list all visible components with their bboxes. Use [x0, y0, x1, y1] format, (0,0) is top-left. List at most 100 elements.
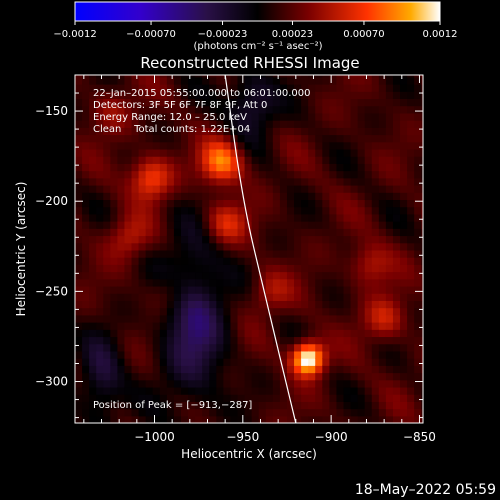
heatmap-cell — [173, 408, 182, 417]
heatmap-cell — [159, 307, 168, 316]
heatmap-cell — [258, 386, 267, 395]
heatmap-cell — [414, 206, 422, 215]
heatmap-cell — [75, 184, 83, 193]
heatmap-cell — [357, 300, 366, 309]
heatmap-cell — [258, 372, 267, 381]
heatmap-cell — [371, 358, 380, 366]
heatmap-cell — [258, 156, 267, 164]
heatmap-cell — [407, 213, 415, 222]
heatmap-cell — [180, 293, 189, 301]
heatmap-cell — [138, 307, 147, 316]
heatmap-cell — [216, 372, 224, 381]
heatmap-cell — [195, 336, 203, 345]
heatmap-cell — [124, 401, 133, 410]
heatmap-cell — [371, 329, 380, 338]
heatmap-cell — [244, 98, 253, 107]
heatmap-cell — [159, 293, 168, 301]
heatmap-cell — [237, 242, 246, 251]
heatmap-cell — [110, 170, 118, 179]
heatmap-cell — [279, 127, 288, 136]
heatmap-cell — [202, 343, 210, 352]
heatmap-cell — [322, 271, 330, 280]
heatmap-cell — [400, 408, 408, 417]
heatmap-cell — [117, 401, 126, 410]
heatmap-cell — [216, 84, 224, 92]
heatmap-cell — [75, 235, 83, 244]
heatmap-cell — [166, 307, 175, 316]
heatmap-cell — [96, 134, 104, 143]
heatmap-cell — [400, 170, 408, 179]
heatmap-cell — [195, 249, 203, 258]
heatmap-cell — [75, 206, 83, 215]
heatmap-cell — [258, 307, 267, 316]
heatmap-cell — [131, 314, 140, 323]
heatmap-cell — [392, 141, 401, 150]
heatmap-cell — [272, 192, 281, 201]
heatmap-cell — [216, 264, 224, 273]
heatmap-cell — [145, 293, 154, 301]
heatmap-cell — [209, 91, 217, 100]
heatmap-cell — [392, 336, 401, 345]
heatmap-cell — [322, 105, 330, 114]
heatmap-cell — [145, 408, 154, 417]
heatmap-cell — [286, 307, 295, 316]
heatmap-cell — [89, 379, 97, 388]
heatmap-cell — [336, 170, 345, 179]
heatmap-cell — [103, 242, 111, 251]
heatmap-cell — [230, 285, 239, 294]
heatmap-cell — [343, 285, 352, 294]
heatmap-cell — [378, 249, 387, 258]
heatmap-cell — [357, 221, 366, 229]
heatmap-cell — [82, 350, 90, 359]
heatmap-cell — [180, 112, 189, 121]
heatmap-cell — [117, 184, 126, 193]
heatmap-cell — [180, 329, 189, 338]
heatmap-cell — [209, 278, 217, 287]
heatmap-cell — [336, 336, 345, 345]
heatmap-cell — [237, 249, 246, 258]
heatmap-cell — [244, 307, 253, 316]
heatmap-cell — [244, 343, 253, 352]
heatmap-cell — [223, 156, 232, 164]
heatmap-cell — [414, 285, 422, 294]
heatmap-cell — [350, 379, 359, 388]
heatmap-cell — [209, 127, 217, 136]
heatmap-cell — [392, 300, 401, 309]
heatmap-cell — [385, 394, 394, 402]
heatmap-cell — [350, 394, 359, 402]
heatmap-cell — [308, 91, 316, 100]
heatmap-cell — [286, 206, 295, 215]
heatmap-cell — [110, 293, 118, 301]
heatmap-cell — [378, 228, 387, 237]
heatmap-cell — [371, 127, 380, 136]
heatmap-cell — [414, 120, 422, 128]
heatmap-cell — [152, 206, 161, 215]
heatmap-cell — [89, 343, 97, 352]
colorbar-tick-label: −0.00070 — [126, 29, 176, 40]
heatmap-cell — [286, 170, 295, 179]
x-tick-label: −900 — [315, 430, 348, 444]
heatmap-cell — [244, 105, 253, 114]
heatmap-cell — [223, 386, 232, 395]
heatmap-cell — [329, 329, 338, 338]
heatmap-cell — [166, 199, 175, 208]
heatmap-cell — [378, 307, 387, 316]
heatmap-cell — [315, 307, 323, 316]
y-axis-label: Heliocentric Y (arcsec) — [14, 182, 28, 317]
heatmap-cell — [188, 98, 196, 107]
heatmap-cell — [195, 365, 203, 374]
heatmap-cell — [414, 221, 422, 229]
heatmap-cell — [265, 329, 274, 338]
heatmap-cell — [209, 307, 217, 316]
heatmap-cell — [336, 365, 345, 374]
heatmap-cell — [244, 350, 253, 359]
heatmap-cell — [392, 350, 401, 359]
heatmap-cell — [145, 278, 154, 287]
y-tick-label: −150 — [35, 104, 68, 118]
heatmap-cell — [131, 257, 140, 265]
heatmap-cell — [286, 127, 295, 136]
heatmap-cell — [230, 112, 239, 121]
heatmap-cell — [96, 307, 104, 316]
heatmap-cell — [159, 278, 168, 287]
heatmap-cell — [322, 365, 330, 374]
